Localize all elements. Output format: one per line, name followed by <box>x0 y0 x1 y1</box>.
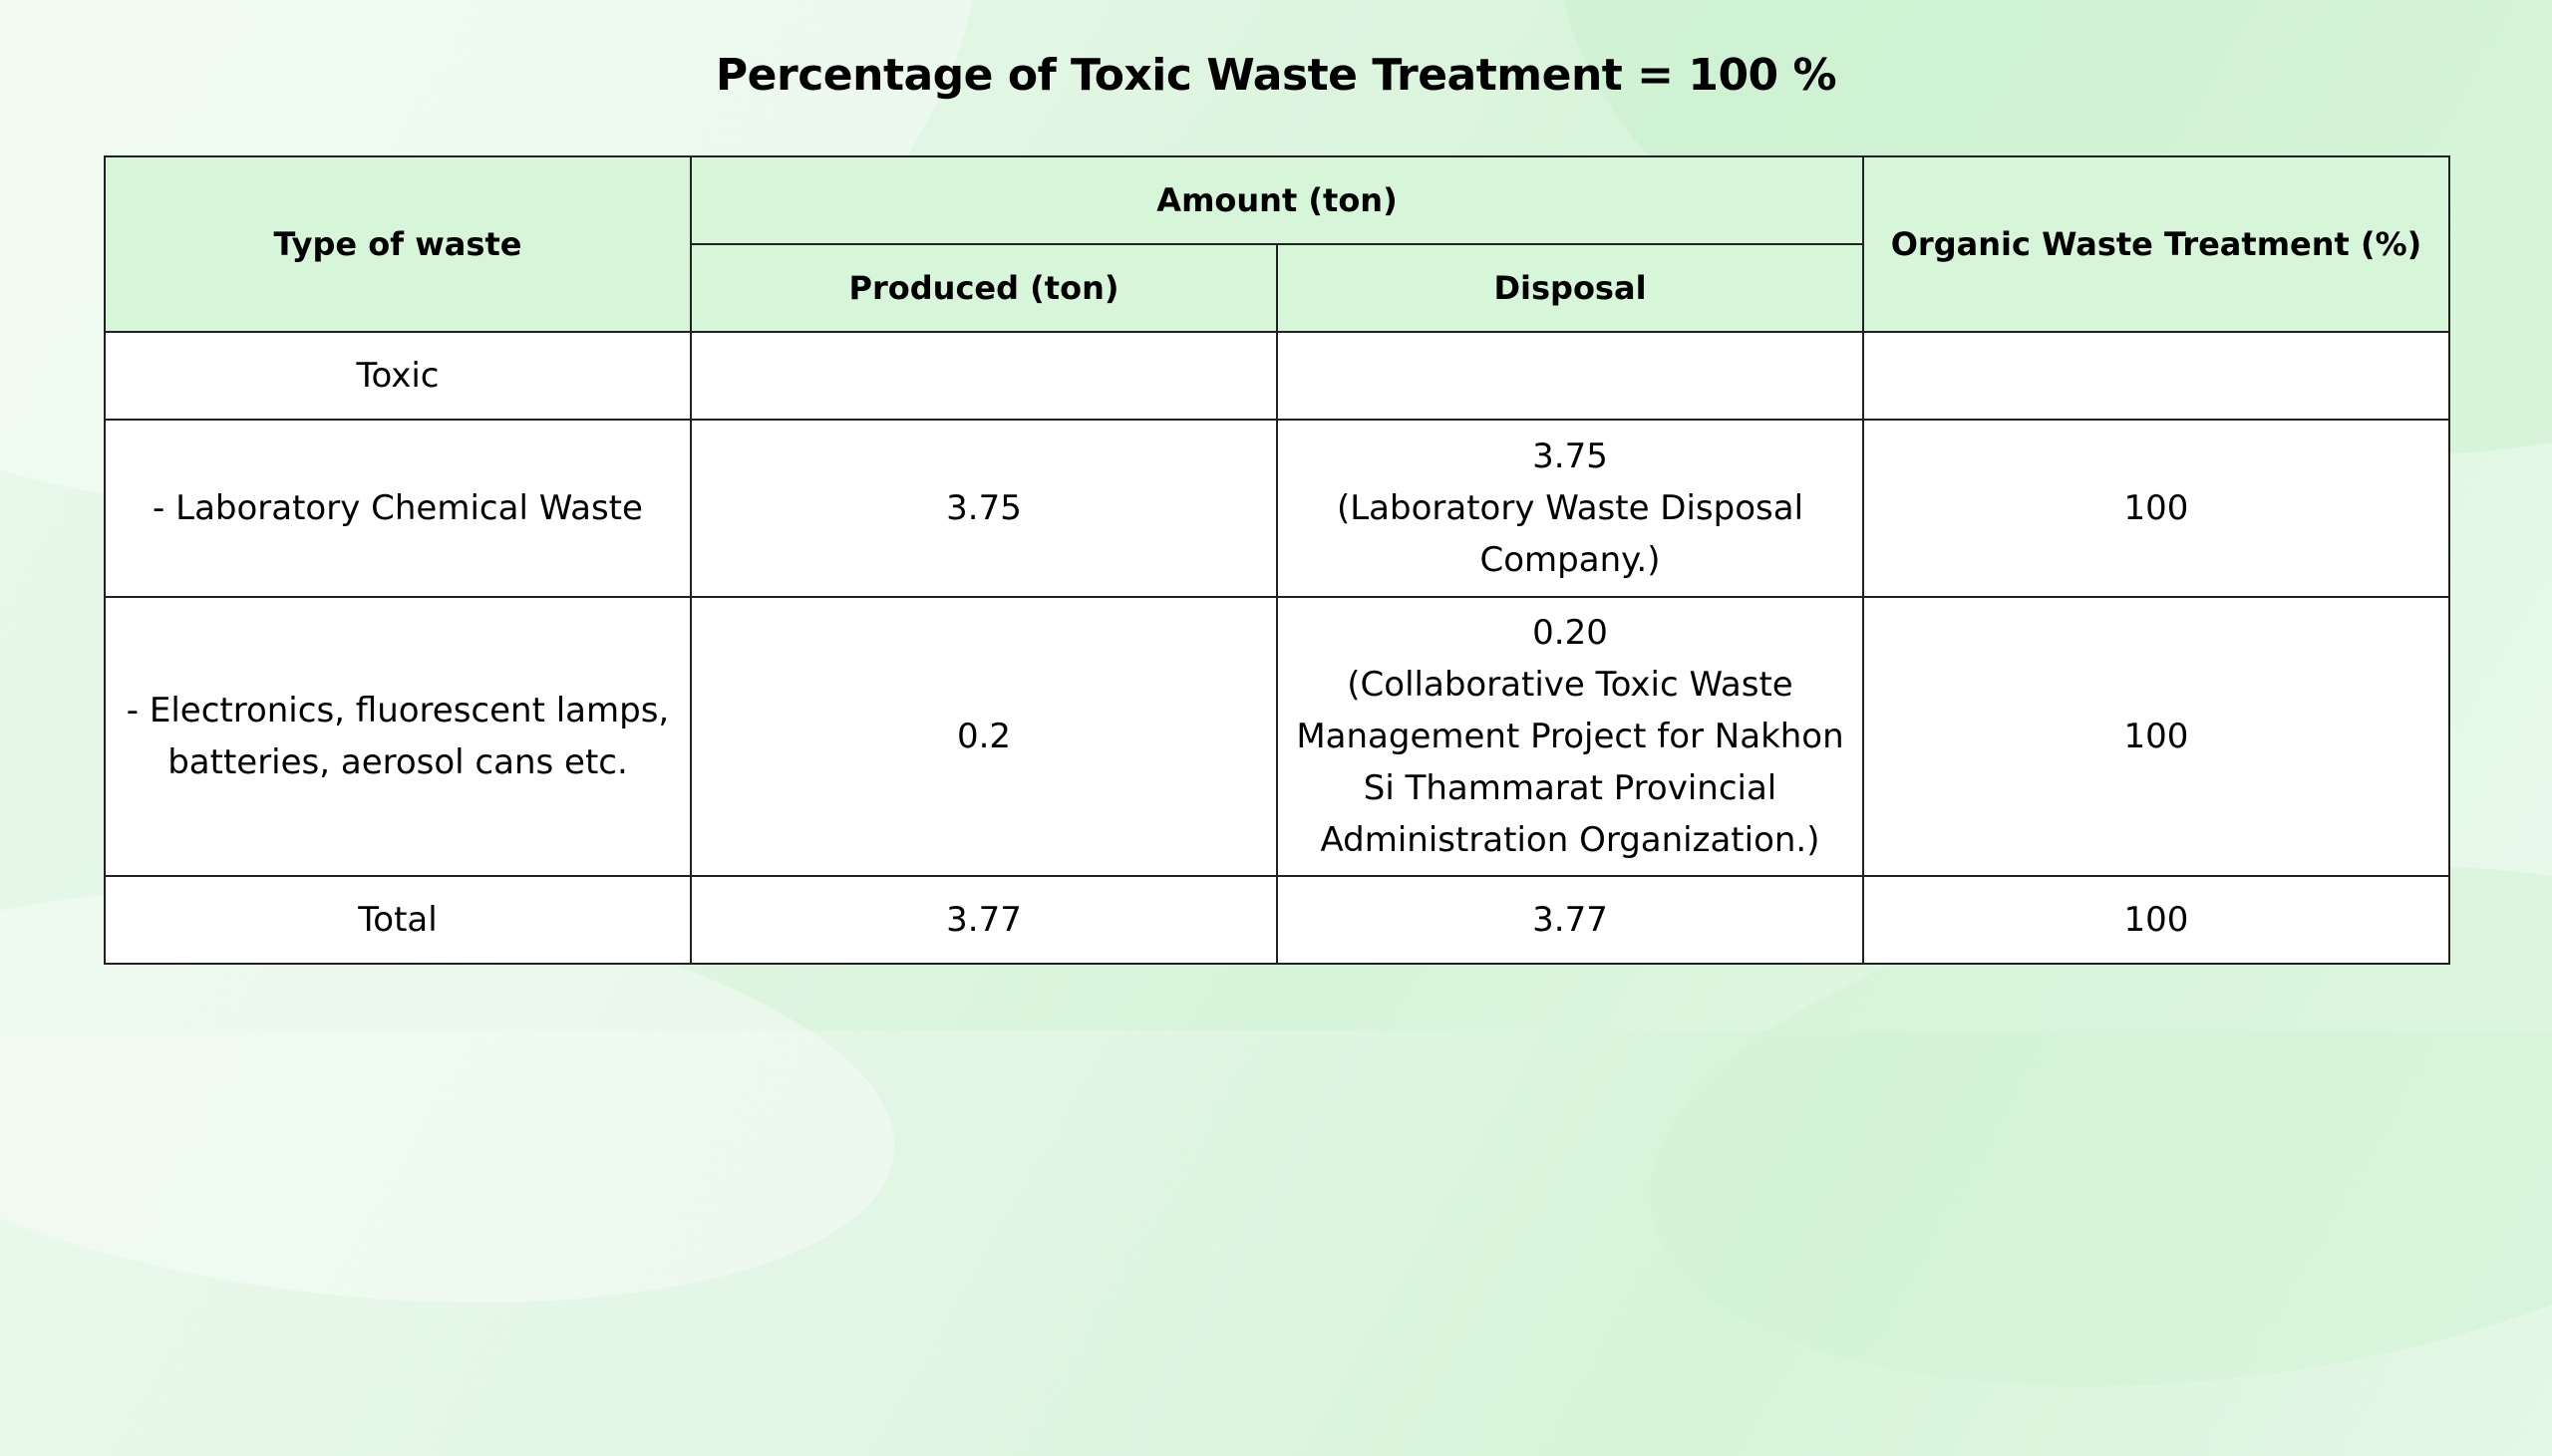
disposal-text: Management Project for Nakhon <box>1296 717 1844 756</box>
category-label: Toxic <box>104 331 692 421</box>
page-title: Percentage of Toxic Waste Treatment = 10… <box>715 50 1837 101</box>
disposal-text: 0.20 <box>1532 613 1608 653</box>
total-label: Total <box>104 875 692 965</box>
empty-cell <box>1276 331 1864 421</box>
table-row: - Laboratory Chemical Waste 3.75 3.75 (L… <box>104 419 2450 598</box>
waste-type-cell: - Electronics, fluorescent lamps, batter… <box>104 596 692 877</box>
total-produced: 3.77 <box>690 875 1278 965</box>
waste-type-text: - Laboratory Chemical Waste <box>153 488 643 528</box>
total-treatment: 100 <box>1862 875 2450 965</box>
table-header-row: Type of waste Amount (ton) Organic Waste… <box>104 155 2450 333</box>
header-amount: Amount (ton) <box>690 155 1864 245</box>
header-treatment: Organic Waste Treatment (%) <box>1862 155 2450 333</box>
waste-type-text: batteries, aerosol cans etc. <box>167 742 628 782</box>
header-produced: Produced (ton) <box>690 243 1278 333</box>
header-type-of-waste: Type of waste <box>104 155 692 333</box>
disposal-text: (Laboratory Waste Disposal <box>1336 488 1804 528</box>
waste-type-text: - Electronics, fluorescent lamps, <box>126 691 670 730</box>
disposal-text: (Collaborative Toxic Waste <box>1347 665 1793 705</box>
table-subheader-row: Produced (ton) Disposal <box>105 243 2449 333</box>
total-disposal: 3.77 <box>1276 875 1864 965</box>
produced-cell: 0.2 <box>690 596 1278 877</box>
disposal-text: Company.) <box>1479 540 1661 580</box>
header-disposal: Disposal <box>1276 243 1864 333</box>
table-row-total: Total 3.77 3.77 100 <box>104 875 2450 965</box>
produced-cell: 3.75 <box>690 419 1278 598</box>
empty-cell <box>690 331 1278 421</box>
table-row: - Electronics, fluorescent lamps, batter… <box>104 596 2450 877</box>
empty-cell <box>1862 331 2450 421</box>
waste-type-cell: - Laboratory Chemical Waste <box>104 419 692 598</box>
waste-treatment-table: Type of waste Amount (ton) Organic Waste… <box>104 155 2450 965</box>
disposal-text: Administration Organization.) <box>1320 820 1820 860</box>
table-row-category: Toxic <box>104 331 2450 421</box>
treatment-cell: 100 <box>1862 596 2450 877</box>
treatment-cell: 100 <box>1862 419 2450 598</box>
disposal-cell: 3.75 (Laboratory Waste Disposal Company.… <box>1276 419 1864 598</box>
disposal-text: 3.75 <box>1532 437 1608 476</box>
disposal-cell: 0.20 (Collaborative Toxic Waste Manageme… <box>1276 596 1864 877</box>
disposal-text: Si Thammarat Provincial <box>1363 768 1777 808</box>
